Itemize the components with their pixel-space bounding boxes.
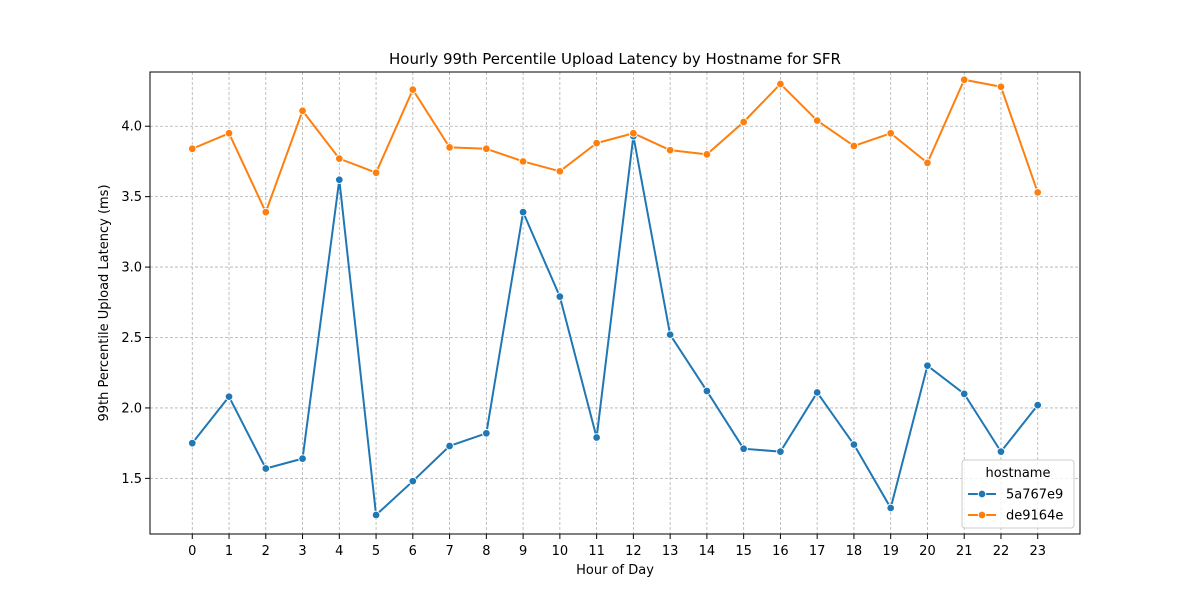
x-tick-label: 4	[335, 544, 343, 559]
data-point	[886, 129, 895, 138]
x-tick-label: 6	[409, 544, 417, 559]
data-point	[482, 429, 491, 438]
data-point	[408, 85, 418, 94]
data-point	[445, 143, 454, 152]
data-point	[408, 476, 418, 486]
data-point	[739, 117, 748, 127]
x-tick-label: 8	[482, 544, 490, 559]
data-point	[739, 444, 748, 454]
series-layer	[188, 75, 1042, 520]
x-tick-label: 0	[188, 544, 196, 559]
x-tick-label: 2	[262, 544, 270, 559]
y-tick-label: 3.5	[121, 190, 142, 205]
data-point	[518, 207, 528, 217]
x-tick-label: 19	[882, 544, 899, 559]
y-tick-label: 1.5	[121, 472, 142, 487]
data-point	[371, 510, 381, 520]
legend-item: de9164e	[968, 509, 1063, 524]
data-point	[923, 158, 932, 168]
data-point	[482, 144, 491, 154]
data-point	[923, 361, 932, 370]
data-point	[959, 75, 969, 84]
chart-title: Hourly 99th Percentile Upload Latency by…	[389, 50, 841, 68]
data-point	[996, 82, 1006, 92]
ticks: 0 1 2 3 4 5 6 7 8 9 10 11 12 13 14 15 16 17 18 19 20 21 22 231.…	[121, 120, 1046, 559]
x-tick-label: 5	[372, 544, 380, 559]
x-tick-label: 13	[662, 544, 679, 559]
x-tick-label: 9	[519, 544, 527, 559]
data-point	[371, 168, 381, 177]
x-tick-label: 15	[735, 544, 752, 559]
data-point	[335, 175, 344, 185]
data-point	[188, 438, 197, 448]
y-axis-label: 99th Percentile Upload Latency (ms)	[97, 184, 112, 421]
data-point	[959, 389, 969, 399]
data-point	[665, 145, 675, 155]
data-point	[298, 106, 307, 115]
data-point	[776, 447, 785, 456]
x-tick-label: 23	[1029, 544, 1046, 559]
x-tick-label: 11	[588, 544, 605, 559]
data-point	[518, 157, 528, 166]
data-point	[224, 129, 234, 138]
x-tick-label: 20	[919, 544, 936, 559]
data-point	[1033, 400, 1042, 410]
data-point	[592, 433, 601, 442]
legend-swatch-marker	[977, 489, 987, 499]
plot-frame	[149, 71, 1081, 535]
data-point	[1033, 188, 1042, 197]
data-point	[665, 330, 675, 339]
data-point	[555, 167, 565, 176]
data-point	[849, 440, 859, 449]
data-point	[812, 116, 822, 125]
series-de9164e	[188, 75, 1042, 217]
data-point	[996, 447, 1006, 456]
x-tick-label: 7	[445, 544, 453, 559]
legend-items: 5a767e9 de9164e	[968, 488, 1063, 524]
series-line	[191, 135, 1039, 516]
data-point	[776, 79, 785, 89]
y-tick-label: 3.0	[121, 261, 142, 276]
x-tick-label: 17	[809, 544, 826, 559]
legend-label: de9164e	[1006, 509, 1063, 524]
x-tick-label: 18	[846, 544, 863, 559]
series-line	[191, 78, 1039, 214]
data-point	[629, 129, 638, 138]
data-point	[298, 454, 307, 463]
data-point	[261, 207, 271, 217]
y-tick-label: 2.5	[121, 331, 142, 346]
data-point	[812, 388, 822, 397]
data-point	[702, 150, 712, 159]
x-tick-label: 3	[298, 544, 306, 559]
legend: hostname 5a767e9 de9164e	[961, 459, 1075, 529]
data-point	[886, 503, 895, 513]
x-tick-label: 22	[993, 544, 1010, 559]
x-axis-label: Hour of Day	[576, 563, 654, 578]
data-point	[849, 141, 859, 151]
data-point	[555, 292, 565, 301]
data-point	[188, 144, 197, 154]
x-tick-label: 14	[699, 544, 716, 559]
x-tick-label: 12	[625, 544, 642, 559]
data-point	[224, 392, 234, 401]
x-tick-label: 10	[552, 544, 569, 559]
data-point	[445, 441, 454, 451]
data-point	[592, 138, 601, 148]
y-tick-label: 2.0	[121, 401, 142, 416]
legend-box	[961, 459, 1075, 529]
legend-label: 5a767e9	[1006, 488, 1063, 503]
x-tick-label: 21	[956, 544, 973, 559]
x-tick-label: 16	[772, 544, 789, 559]
legend-item: 5a767e9	[968, 488, 1063, 503]
data-point	[261, 464, 271, 473]
legend-title: hostname	[986, 466, 1051, 481]
data-point	[335, 154, 344, 163]
legend-swatch-marker	[977, 510, 987, 520]
series-5a767e9	[188, 131, 1042, 520]
y-tick-label: 4.0	[121, 120, 142, 135]
data-point	[702, 386, 712, 396]
x-tick-label: 1	[225, 544, 233, 559]
